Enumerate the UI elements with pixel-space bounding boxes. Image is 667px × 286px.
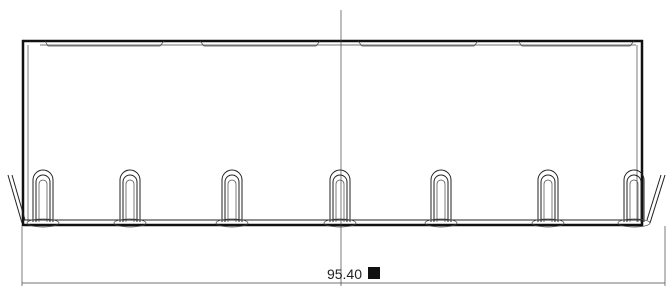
hook — [36, 175, 50, 222]
hook — [541, 175, 555, 222]
hook — [228, 180, 236, 222]
hook — [437, 180, 445, 222]
hook — [126, 180, 134, 222]
hook — [123, 175, 137, 222]
dimension-label: 95.40 — [327, 266, 362, 282]
hook — [544, 180, 552, 222]
hook — [627, 175, 641, 222]
left-flap — [8, 175, 22, 223]
hook — [336, 180, 344, 222]
hook — [39, 180, 47, 222]
right-flap — [650, 175, 665, 223]
hook — [225, 175, 239, 222]
right-flap-inner — [647, 175, 661, 220]
hooks — [27, 170, 650, 227]
hook — [333, 175, 347, 222]
technical-drawing: 95.40 — [0, 0, 667, 286]
dimension-symbol — [368, 267, 380, 279]
hook — [434, 175, 448, 222]
